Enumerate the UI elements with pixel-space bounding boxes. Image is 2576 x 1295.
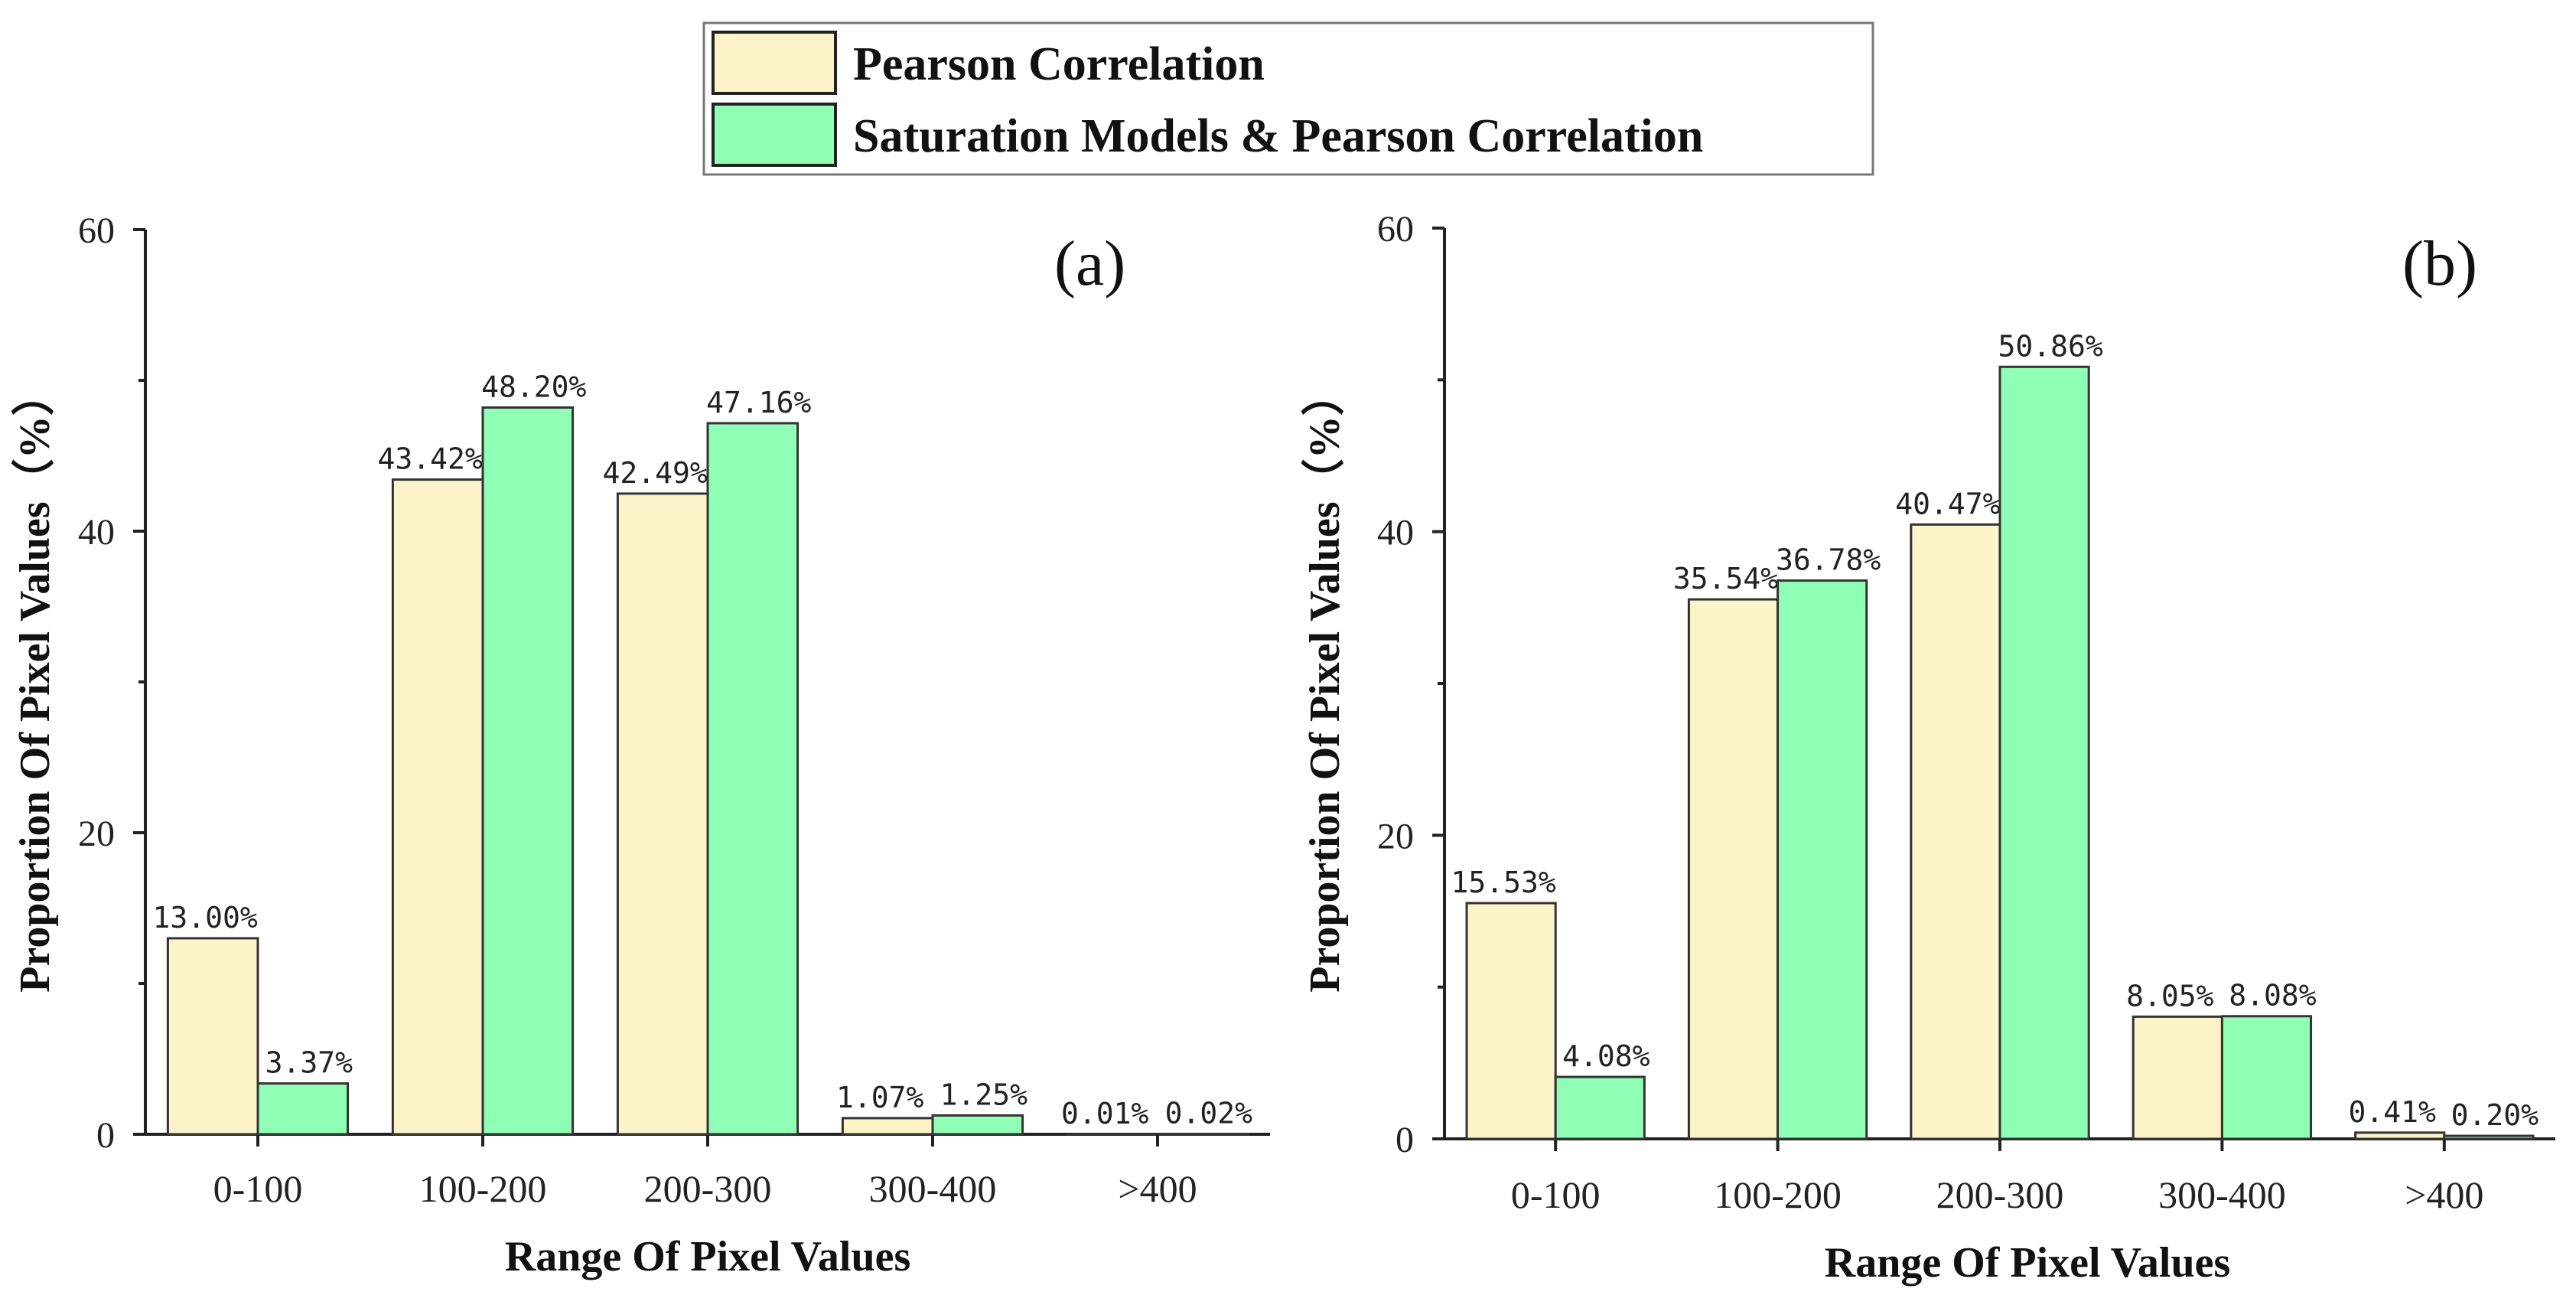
data-label-series-2-a: 1.25% (940, 1078, 1028, 1111)
y-axis-label-a: Proportion Of Pixel Values（%） (11, 373, 59, 992)
x-tick-label-a: 100-200 (419, 1167, 547, 1210)
x-tick-label-b: 300-400 (2158, 1173, 2286, 1216)
data-label-series-1-a: 0.01% (1061, 1097, 1149, 1130)
data-label-series-2-a: 0.02% (1165, 1097, 1253, 1130)
chart-panel-b: (b) Proportion Of Pixel Values（%） Range … (1301, 209, 2555, 1287)
x-axis-label-a: Range Of Pixel Values (505, 1233, 910, 1280)
y-tick-label-a: 60 (78, 210, 115, 251)
data-label-series-2-b: 4.08% (1562, 1039, 1650, 1073)
data-label-series-2-b: 0.20% (2451, 1098, 2539, 1132)
data-label-series-1-a: 1.07% (836, 1081, 924, 1114)
x-axis-label-b: Range Of Pixel Values (1825, 1239, 2230, 1287)
data-label-series-1-b: 35.54% (1673, 562, 1778, 595)
data-label-series-2-b: 50.86% (1998, 329, 2102, 363)
data-label-series-1-b: 8.05% (2126, 979, 2214, 1013)
x-tick-label-a: 300-400 (869, 1167, 997, 1210)
data-label-series-2-a: 3.37% (265, 1046, 353, 1080)
y-tick-label-a: 20 (78, 814, 115, 854)
y-tick-label-a: 0 (96, 1115, 115, 1156)
data-label-series-2-b: 8.08% (2229, 979, 2317, 1013)
y-tick-label-a: 40 (78, 512, 115, 553)
y-tick-label-b: 20 (1377, 816, 1414, 856)
panel-label-b: (b) (2402, 228, 2477, 299)
data-label-series-1-a: 43.42% (378, 442, 483, 476)
bar-series-2-b (1554, 1075, 1646, 1140)
bar-series-1-b (1910, 523, 2001, 1140)
y-tick-label-b: 60 (1377, 209, 1414, 250)
y-tick-label-b: 40 (1377, 513, 1414, 553)
x-tick-label-b: >400 (2405, 1173, 2483, 1216)
data-label-series-1-a: 42.49% (603, 456, 708, 490)
x-tick-label-b: 200-300 (1936, 1173, 2064, 1216)
bar-series-2-b (2220, 1015, 2313, 1140)
bar-series-2-b (1998, 365, 2090, 1140)
bar-series-2-a (256, 1082, 350, 1136)
y-axis-label-b: Proportion Of Pixel Values（%） (1301, 373, 1349, 992)
panel-label-a: (a) (1054, 228, 1125, 299)
chart-panel-a: (a) Proportion Of Pixel Values（%） Range … (11, 210, 1270, 1280)
legend-swatch-saturation (712, 103, 837, 167)
bar-series-1-a (166, 937, 259, 1136)
y-tick-label-b: 0 (1395, 1120, 1414, 1160)
bar-series-2-a (931, 1114, 1024, 1136)
bar-series-1-b (1687, 598, 1780, 1140)
legend: Pearson Correlation Saturation Models & … (702, 21, 1874, 176)
data-label-series-1-b: 40.47% (1895, 487, 2000, 520)
data-label-series-1-a: 13.00% (153, 901, 258, 935)
x-tick-label-a: 0-100 (213, 1167, 303, 1210)
bar-series-1-b (2354, 1131, 2446, 1140)
legend-label-saturation: Saturation Models & Pearson Correlation (853, 110, 1703, 162)
x-tick-label-a: >400 (1118, 1167, 1197, 1210)
bar-series-2-b (1776, 579, 1868, 1140)
data-label-series-2-a: 48.20% (481, 370, 586, 403)
data-label-series-1-b: 0.41% (2349, 1095, 2437, 1129)
bar-series-2-a (706, 422, 800, 1136)
x-tick-label-a: 200-300 (644, 1167, 772, 1210)
data-label-series-1-b: 15.53% (1451, 866, 1555, 899)
bar-series-1-a (616, 492, 709, 1136)
bar-series-2-a (481, 406, 575, 1136)
legend-frame (702, 21, 1874, 176)
data-label-series-2-a: 47.16% (706, 386, 811, 419)
bar-series-1-a (391, 478, 484, 1136)
bar-series-1-b (2131, 1015, 2223, 1140)
bar-series-2-b (2443, 1134, 2535, 1140)
legend-swatch-pearson (712, 31, 837, 95)
bar-series-1-a (841, 1117, 934, 1136)
x-tick-label-b: 0-100 (1511, 1173, 1601, 1216)
bar-series-1-b (1465, 902, 1557, 1140)
data-label-series-2-b: 36.78% (1776, 543, 1881, 577)
x-tick-label-b: 100-200 (1714, 1173, 1842, 1216)
legend-label-pearson: Pearson Correlation (853, 38, 1265, 90)
